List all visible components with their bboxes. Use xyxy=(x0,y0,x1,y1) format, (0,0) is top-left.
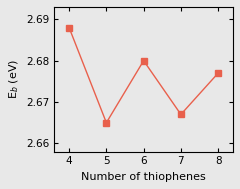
Y-axis label: E$_b$ (eV): E$_b$ (eV) xyxy=(7,59,21,99)
X-axis label: Number of thiophenes: Number of thiophenes xyxy=(81,172,206,182)
